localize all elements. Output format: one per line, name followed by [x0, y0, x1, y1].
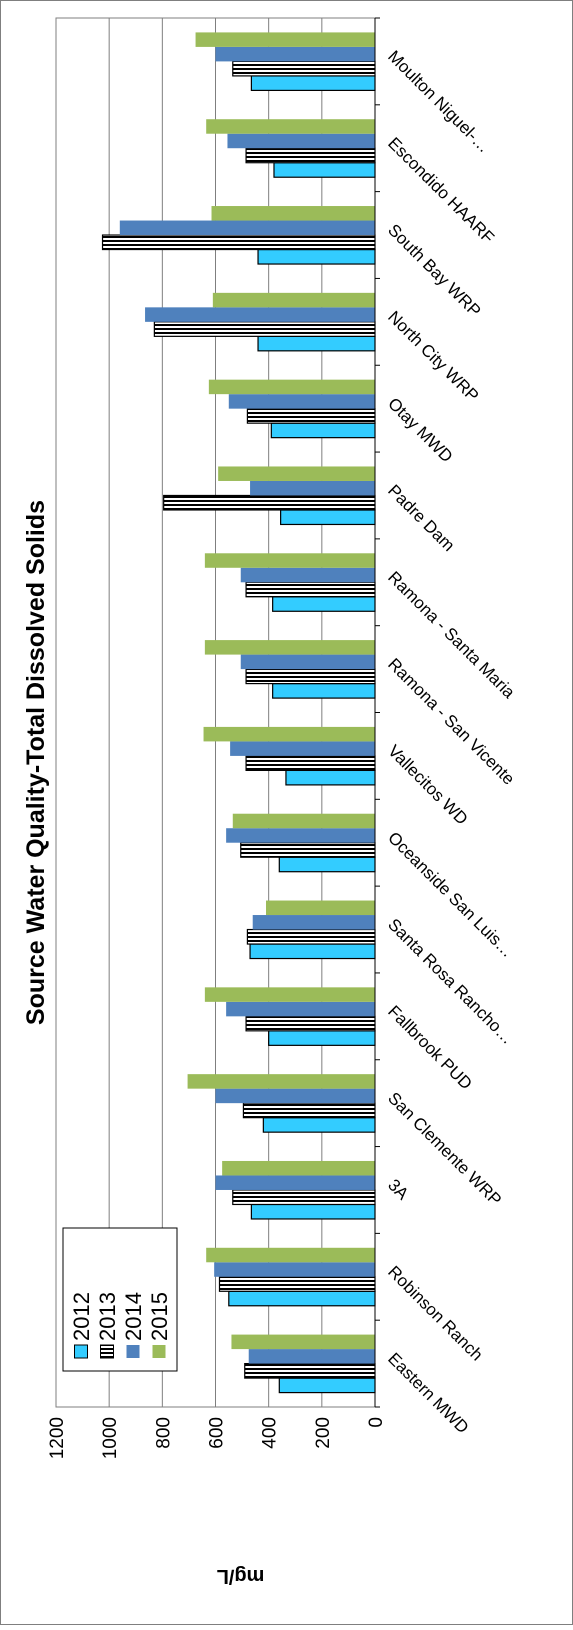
- legend-swatch-2014: [126, 1345, 140, 1358]
- bar-2013: [242, 1102, 376, 1119]
- bar-2014: [215, 1088, 375, 1104]
- value-tick-label: 0: [366, 1417, 387, 1428]
- bar-2014: [226, 1001, 375, 1017]
- bar-2012: [262, 1117, 376, 1133]
- legend-swatch-2013: [100, 1344, 114, 1359]
- bar-2012: [268, 1030, 376, 1046]
- bar-2013: [101, 234, 376, 251]
- bar-2014: [215, 46, 375, 62]
- bar-2013: [245, 755, 376, 772]
- bar-2014: [119, 220, 375, 236]
- bar-2015: [208, 379, 375, 395]
- y-axis-label: mg/L: [217, 1565, 265, 1587]
- bar-2012: [272, 596, 376, 612]
- bar-2014: [214, 1262, 375, 1277]
- bar-2014: [145, 307, 375, 322]
- bar-2015: [206, 119, 375, 134]
- bar-2015: [204, 987, 375, 1002]
- bar-2015: [203, 726, 375, 742]
- bar-2013: [245, 581, 376, 598]
- bar-2013: [232, 60, 376, 77]
- bar-2012: [228, 1290, 376, 1307]
- bar-2014: [230, 741, 375, 756]
- bar-2013: [246, 928, 376, 945]
- category-ticks: [375, 17, 380, 1408]
- bar-2015: [232, 813, 375, 829]
- bar-2013: [163, 494, 376, 511]
- bar-2013: [153, 321, 376, 337]
- bar-2015: [204, 553, 375, 568]
- bar-2015: [212, 292, 375, 308]
- bar-2015: [187, 1074, 375, 1089]
- bar-2015: [231, 1334, 375, 1350]
- bar-2015: [211, 206, 375, 221]
- bars: [101, 32, 376, 1394]
- legend-label-2015: 2015: [147, 1292, 172, 1341]
- chart-title: Source Water Quality-Total Dissolved Sol…: [22, 500, 50, 1025]
- bar-2014: [252, 915, 375, 930]
- bar-2012: [250, 1203, 376, 1220]
- bar-2014: [227, 133, 375, 149]
- bar-2012: [270, 422, 376, 439]
- value-tick-label: 800: [153, 1417, 174, 1449]
- bar-2012: [273, 162, 376, 178]
- bar-2015: [218, 466, 375, 481]
- bar-2013: [232, 1189, 376, 1206]
- bar-2014: [248, 1349, 375, 1364]
- bar-2013: [245, 668, 376, 685]
- value-tick-label: 200: [313, 1417, 334, 1449]
- bar-2015: [195, 32, 375, 47]
- bar-2012: [249, 943, 376, 960]
- bar-2012: [285, 769, 376, 786]
- bar-2015: [222, 1160, 375, 1176]
- bar-2013: [240, 842, 376, 858]
- bar-2012: [257, 335, 376, 352]
- bar-2015: [204, 640, 375, 655]
- bar-2013: [246, 408, 376, 424]
- bar-2012: [257, 248, 376, 265]
- value-tick-label: 1000: [100, 1417, 121, 1459]
- bar-2015: [266, 900, 375, 916]
- bar-2013: [244, 1362, 376, 1379]
- bar-2014: [240, 567, 375, 583]
- value-tick-label: 400: [260, 1417, 281, 1449]
- bar-2012: [272, 682, 376, 699]
- bar-2014: [215, 1175, 375, 1190]
- legend-swatch-2012: [74, 1344, 88, 1359]
- bar-2014: [228, 394, 375, 409]
- bar-2014: [250, 480, 375, 496]
- bar-2012: [280, 509, 376, 526]
- bar-2014: [240, 654, 375, 670]
- bar-2015: [206, 1247, 375, 1263]
- bar-2013: [245, 147, 376, 164]
- legend: 2012 2013 2014 2015: [62, 1227, 178, 1372]
- bar-2012: [278, 1377, 376, 1394]
- bar-2012: [278, 856, 376, 873]
- bar-2013: [218, 1276, 376, 1292]
- bar-2014: [226, 828, 375, 843]
- bar-2013: [245, 1015, 376, 1032]
- legend-label-2014: 2014: [121, 1292, 146, 1341]
- value-tick-label: 600: [207, 1417, 228, 1449]
- legend-label-2012: 2012: [69, 1292, 94, 1341]
- legend-swatch-2015: [152, 1345, 166, 1358]
- value-tick-labels: 0 200 400 600 800 1000 1200: [47, 1417, 387, 1459]
- legend-label-2013: 2013: [95, 1292, 120, 1341]
- value-tick-label: 1200: [47, 1417, 68, 1459]
- bar-2012: [250, 75, 376, 92]
